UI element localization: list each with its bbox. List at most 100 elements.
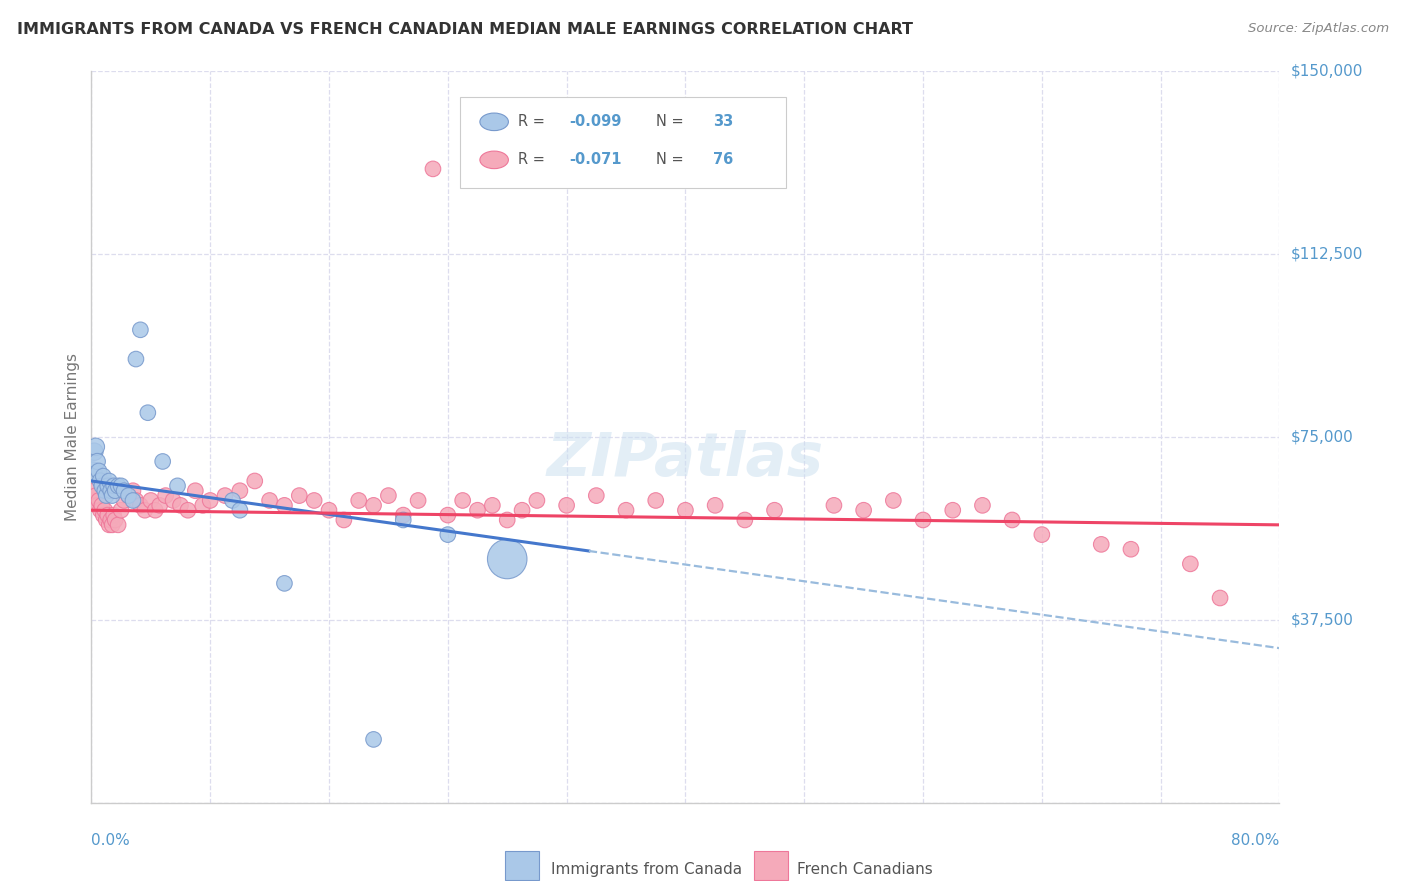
Point	[94, 483, 117, 498]
Point	[288, 489, 311, 503]
Point	[96, 513, 118, 527]
Point	[90, 499, 112, 513]
Point	[139, 493, 162, 508]
Point	[125, 352, 148, 367]
Point	[1031, 527, 1053, 541]
Point	[98, 474, 121, 488]
Point	[318, 503, 340, 517]
Point	[117, 489, 139, 503]
Point	[214, 489, 236, 503]
Point	[1209, 591, 1232, 605]
Point	[585, 489, 607, 503]
Point	[169, 499, 191, 513]
Point	[481, 499, 503, 513]
Point	[97, 479, 120, 493]
Point	[377, 489, 399, 503]
Point	[155, 489, 177, 503]
Point	[273, 576, 295, 591]
Point	[112, 493, 135, 508]
Point	[125, 493, 148, 508]
Point	[100, 483, 122, 498]
Point	[436, 508, 458, 522]
Point	[97, 508, 120, 522]
Point	[363, 732, 385, 747]
Point	[143, 503, 166, 517]
Point	[91, 508, 114, 522]
Text: French Canadians: French Canadians	[797, 863, 934, 877]
Text: 0.0%: 0.0%	[91, 833, 131, 848]
Point	[166, 479, 188, 493]
Point	[1180, 557, 1202, 571]
Point	[273, 499, 295, 513]
Point	[100, 513, 122, 527]
Text: R =: R =	[517, 153, 550, 168]
Point	[98, 517, 121, 532]
Point	[103, 479, 125, 493]
Point	[191, 499, 214, 513]
Text: ZIPatlas: ZIPatlas	[547, 430, 824, 489]
Point	[89, 503, 111, 517]
Point	[333, 513, 356, 527]
Point	[221, 493, 243, 508]
Point	[129, 499, 152, 513]
Point	[103, 508, 125, 522]
Point	[1119, 542, 1142, 557]
Point	[149, 499, 172, 513]
Text: 33: 33	[713, 114, 733, 129]
Point	[451, 493, 474, 508]
Point	[134, 503, 156, 517]
Point	[101, 489, 124, 503]
Point	[83, 444, 105, 458]
Point	[90, 479, 112, 493]
Point	[84, 489, 107, 503]
Text: N =: N =	[655, 114, 688, 129]
Text: $112,500: $112,500	[1291, 247, 1362, 261]
Point	[406, 493, 429, 508]
Point	[972, 499, 994, 513]
Text: $37,500: $37,500	[1291, 613, 1354, 627]
Text: 76: 76	[713, 153, 733, 168]
Point	[104, 513, 127, 527]
Point	[704, 499, 727, 513]
Point	[347, 493, 370, 508]
Point	[87, 464, 110, 478]
Point	[96, 489, 118, 503]
Point	[83, 483, 105, 498]
Text: 80.0%: 80.0%	[1232, 833, 1279, 848]
Point	[644, 493, 666, 508]
Point	[110, 503, 132, 517]
Point	[101, 517, 124, 532]
Point	[177, 503, 200, 517]
Point	[110, 479, 132, 493]
Point	[363, 499, 385, 513]
Text: Source: ZipAtlas.com: Source: ZipAtlas.com	[1249, 22, 1389, 36]
Point	[86, 454, 108, 468]
Point	[112, 483, 135, 498]
Point	[117, 489, 139, 503]
Point	[82, 493, 104, 508]
Point	[87, 493, 110, 508]
Circle shape	[479, 113, 509, 130]
Point	[107, 479, 129, 493]
Point	[162, 493, 184, 508]
Y-axis label: Median Male Earnings: Median Male Earnings	[65, 353, 80, 521]
Point	[392, 513, 415, 527]
Point	[136, 406, 159, 420]
Point	[91, 469, 114, 483]
Point	[302, 493, 325, 508]
Point	[82, 464, 104, 478]
Point	[496, 552, 519, 566]
Point	[229, 483, 252, 498]
Point	[392, 508, 415, 522]
Text: $75,000: $75,000	[1291, 430, 1354, 444]
Point	[436, 527, 458, 541]
Point	[852, 503, 875, 517]
Text: N =: N =	[655, 153, 688, 168]
Point	[229, 503, 252, 517]
Point	[107, 517, 129, 532]
Point	[526, 493, 548, 508]
Point	[911, 513, 934, 527]
Point	[84, 440, 107, 454]
Text: -0.071: -0.071	[569, 153, 621, 168]
Point	[467, 503, 489, 517]
